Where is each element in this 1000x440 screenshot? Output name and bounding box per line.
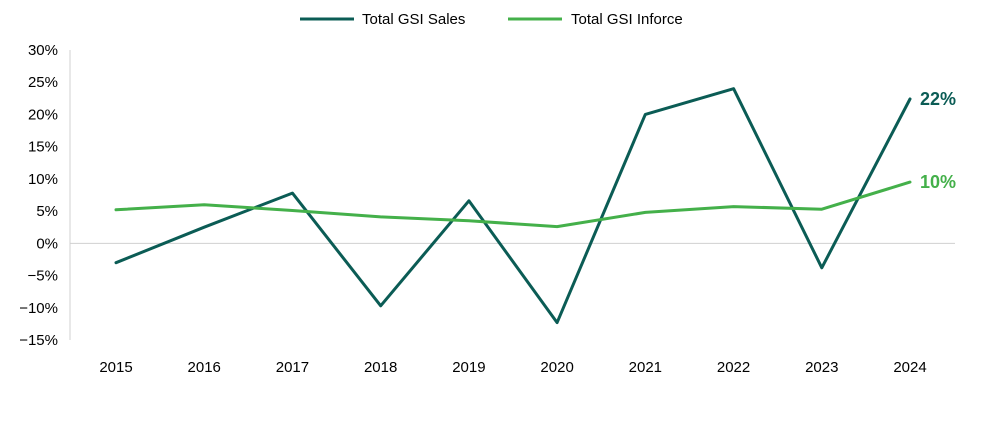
end-labels: 22% 10% [920,89,956,192]
x-tick-label: 2016 [188,359,221,376]
x-tick-label: 2023 [805,359,838,376]
legend-label-sales: Total GSI Sales [362,11,465,28]
x-tick-label: 2018 [364,359,397,376]
y-tick-label: 20% [28,106,58,123]
x-tick-label: 2021 [629,359,662,376]
y-tick-label: 10% [28,171,58,188]
series-lines [114,87,912,325]
x-tick-label: 2022 [717,359,750,376]
y-tick-label: −10% [19,300,58,317]
y-tick-label: 25% [28,74,58,91]
x-tick-label: 2020 [540,359,573,376]
legend: Total GSI Sales Total GSI Inforce [300,11,683,28]
series-line-sales [114,87,912,325]
x-tick-label: 2017 [276,359,309,376]
y-tick-label: 30% [28,42,58,59]
x-tick-label: 2024 [893,359,926,376]
end-label-sales: 22% [920,89,956,109]
y-tick-label: 15% [28,139,58,156]
y-tick-label: −15% [19,332,58,349]
y-tick-label: 0% [36,235,58,252]
x-tick-label: 2015 [99,359,132,376]
axes: 30% 25% 20% 15% 10% 5% 0% −5% −10% −15% 2015 2016 20… [19,42,955,376]
series-line-inforce [114,180,912,229]
end-label-inforce: 10% [920,172,956,192]
x-tick-label: 2019 [452,359,485,376]
legend-label-inforce: Total GSI Inforce [571,11,683,28]
y-tick-label: −5% [28,268,58,285]
y-tick-label: 5% [36,203,58,220]
